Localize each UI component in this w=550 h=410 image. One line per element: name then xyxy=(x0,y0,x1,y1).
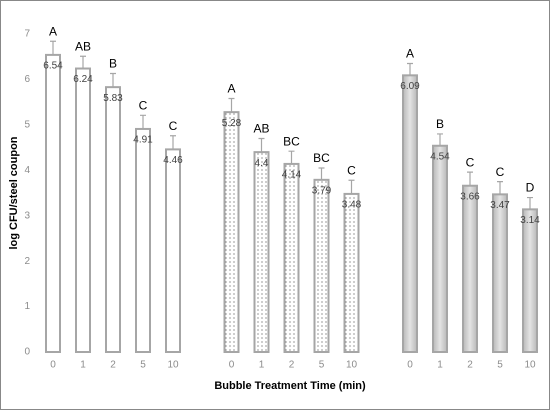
y-tick-label: 1 xyxy=(24,301,30,312)
significance-letter: D xyxy=(526,181,535,195)
value-label: 6.09 xyxy=(400,81,420,92)
bar xyxy=(135,127,151,353)
significance-letter: B xyxy=(436,117,444,131)
significance-letter: A xyxy=(49,24,57,38)
significance-letter: C xyxy=(496,165,505,179)
error-bar xyxy=(407,62,413,76)
x-tick-label: 5 xyxy=(497,360,503,371)
value-label: 5.83 xyxy=(103,93,123,104)
x-tick-label: 5 xyxy=(140,360,146,371)
error-bar xyxy=(228,97,235,113)
error-bar xyxy=(110,72,116,88)
bar xyxy=(492,193,508,353)
bar xyxy=(253,151,270,353)
value-label: 3.48 xyxy=(342,200,362,211)
x-axis-title: Bubble Treatment Time (min) xyxy=(214,380,366,392)
significance-letter: C xyxy=(347,163,356,177)
x-tick-label: 10 xyxy=(524,360,536,371)
y-tick-label: 5 xyxy=(24,119,30,130)
value-label: 3.47 xyxy=(490,200,510,211)
significance-letter: C xyxy=(466,155,475,169)
error-bar xyxy=(288,150,295,164)
significance-letter: BC xyxy=(313,151,330,165)
x-tick-label: 0 xyxy=(229,360,235,371)
x-tick-label: 2 xyxy=(289,360,295,371)
significance-letter: BC xyxy=(283,134,300,148)
y-tick-label: 7 xyxy=(24,29,30,40)
value-label: 3.79 xyxy=(312,185,332,196)
error-bar xyxy=(258,137,265,153)
y-tick-label: 3 xyxy=(24,210,30,221)
error-bar xyxy=(170,135,176,150)
error-bar xyxy=(318,167,325,180)
x-tick-label: 0 xyxy=(407,360,413,371)
bar xyxy=(522,208,538,353)
bar xyxy=(75,67,91,353)
x-tick-label: 0 xyxy=(50,360,56,371)
x-tick-label: 2 xyxy=(110,360,116,371)
x-tick-label: 2 xyxy=(467,360,473,371)
bar xyxy=(402,74,418,353)
x-tick-label: 5 xyxy=(319,360,325,371)
significance-letter: AB xyxy=(253,122,269,136)
bar xyxy=(223,111,240,353)
error-bar xyxy=(527,196,533,210)
bar xyxy=(45,53,61,353)
value-label: 3.14 xyxy=(520,215,540,226)
error-bar xyxy=(140,114,146,129)
bar xyxy=(105,86,121,353)
error-bar xyxy=(437,133,443,146)
x-tick-label: 1 xyxy=(259,360,265,371)
value-label: 4.54 xyxy=(430,151,450,162)
error-bar xyxy=(497,181,503,195)
error-bar xyxy=(348,179,355,194)
value-label: 4.4 xyxy=(255,158,269,169)
y-axis-title: log CFU/steel coupon xyxy=(8,136,20,249)
error-bar xyxy=(80,55,86,69)
significance-letter: A xyxy=(406,47,414,61)
bar xyxy=(283,162,300,353)
significance-letter: C xyxy=(169,119,178,133)
value-label: 6.24 xyxy=(73,74,93,85)
significance-letter: B xyxy=(109,57,117,71)
significance-letter: A xyxy=(227,82,235,96)
x-tick-label: 1 xyxy=(437,360,443,371)
bar xyxy=(165,148,181,353)
value-label: 3.66 xyxy=(460,191,480,202)
y-tick-label: 6 xyxy=(24,74,30,85)
bar xyxy=(432,144,448,353)
significance-letter: C xyxy=(139,98,148,112)
value-label: 4.14 xyxy=(282,170,302,181)
value-label: 4.91 xyxy=(133,135,153,146)
bar xyxy=(343,192,360,353)
significance-letter: AB xyxy=(75,39,91,53)
y-tick-label: 2 xyxy=(24,256,30,267)
y-tick-label: 0 xyxy=(24,347,30,358)
bar xyxy=(462,184,478,353)
error-bar xyxy=(467,171,473,186)
value-label: 4.46 xyxy=(163,155,183,166)
value-label: 5.28 xyxy=(222,118,242,129)
value-label: 6.54 xyxy=(43,61,63,72)
x-tick-label: 10 xyxy=(346,360,358,371)
x-tick-label: 10 xyxy=(167,360,179,371)
error-bar xyxy=(50,40,56,55)
y-tick-label: 4 xyxy=(24,165,30,176)
x-tick-label: 1 xyxy=(80,360,86,371)
bar xyxy=(313,178,330,353)
